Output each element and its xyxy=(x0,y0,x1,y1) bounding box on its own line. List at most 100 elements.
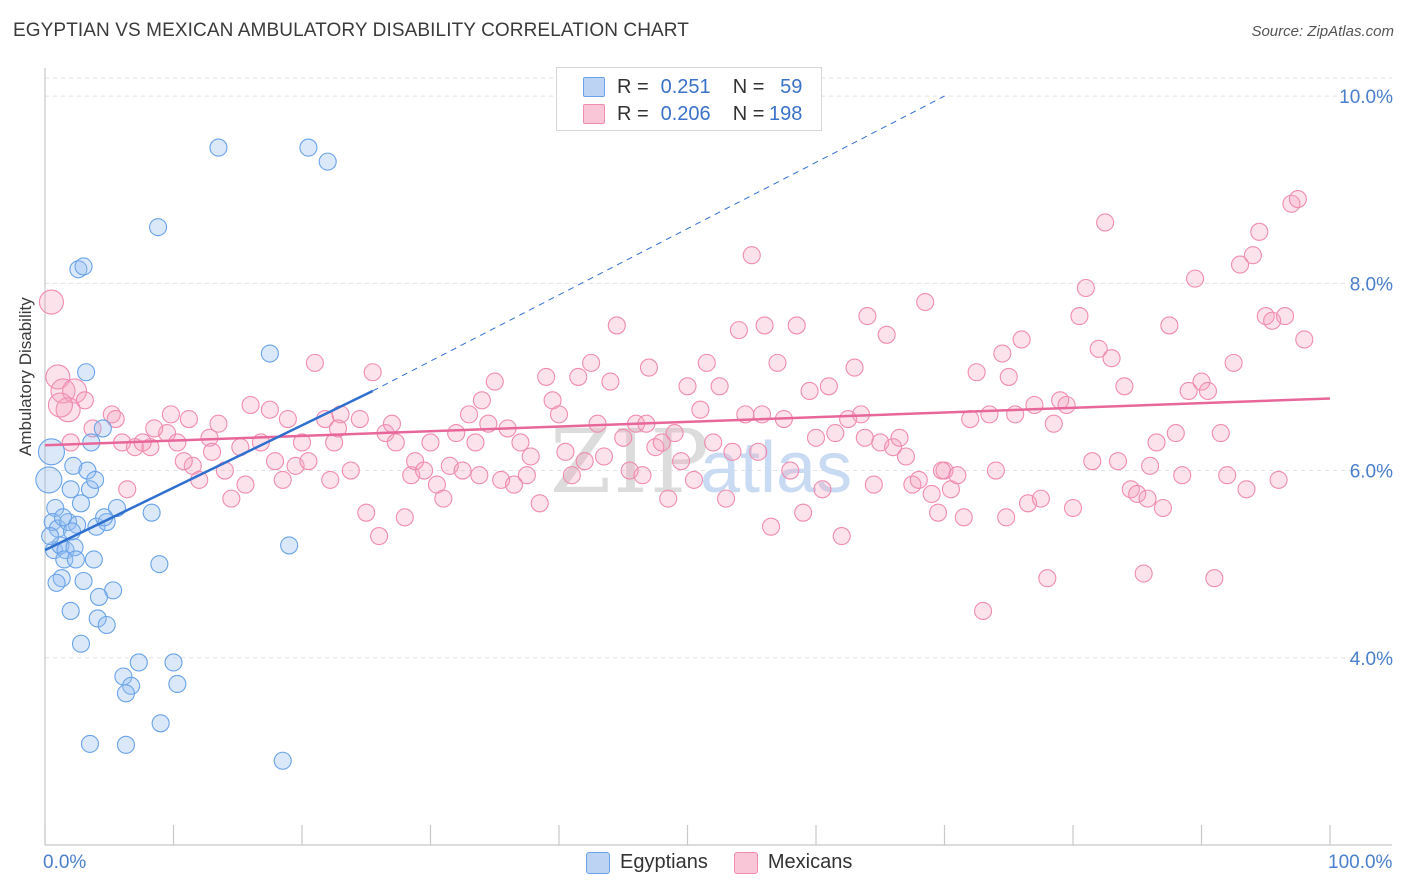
mexican-point xyxy=(1250,222,1269,241)
mexican-point xyxy=(1025,395,1044,415)
mexican-point xyxy=(1108,452,1128,471)
mexican-point xyxy=(1166,424,1185,443)
legend-egyptians-r-label: R = xyxy=(617,75,649,98)
mexican-point xyxy=(691,400,710,419)
mexican-point xyxy=(1192,372,1211,391)
mexican-point xyxy=(562,466,581,485)
series-legend: Egyptians Mexicans xyxy=(586,851,878,874)
egyptian-point xyxy=(149,218,168,237)
mexican-point xyxy=(382,414,402,433)
mexican-point xyxy=(787,316,806,335)
mexican-point xyxy=(864,475,883,494)
egyptian-point xyxy=(35,466,63,494)
mexican-point xyxy=(1256,307,1275,326)
mexican-point xyxy=(278,410,297,429)
mexican-point xyxy=(421,433,440,452)
mexican-point xyxy=(729,321,748,340)
egyptian-trend-extension xyxy=(372,95,945,392)
legend-mexicans-r-label: R = xyxy=(617,102,649,125)
mexican-point xyxy=(174,452,193,471)
egyptian-point xyxy=(61,601,80,621)
mexican-point xyxy=(530,494,549,513)
mexican-point xyxy=(980,405,999,424)
egyptian-trend-line xyxy=(44,389,374,552)
egyptian-point xyxy=(168,674,187,694)
mexican-point xyxy=(453,461,472,480)
mexican-point xyxy=(1282,194,1301,213)
mexican-point xyxy=(1288,190,1307,209)
mexican-point xyxy=(922,484,941,503)
mexican-point xyxy=(537,367,556,386)
mexican-point xyxy=(415,461,434,480)
egyptian-point xyxy=(209,138,228,157)
mexican-point xyxy=(1115,377,1134,396)
x-tick-label-min: 0.0% xyxy=(43,852,87,873)
egyptian-point xyxy=(74,571,93,591)
mexican-point xyxy=(845,358,864,377)
egyptian-point xyxy=(77,363,96,382)
mexican-point xyxy=(168,433,187,452)
mexican-point xyxy=(161,405,180,424)
mexican-point xyxy=(395,508,414,527)
chart-title: EGYPTIAN VS MEXICAN AMBULATORY DISABILIT… xyxy=(13,20,689,41)
mexican-point xyxy=(993,344,1012,363)
mexican-point xyxy=(781,461,800,480)
mexican-point xyxy=(1070,307,1089,326)
mexican-point xyxy=(1179,381,1198,401)
egyptian-point xyxy=(93,419,112,438)
mexican-point xyxy=(1083,452,1102,471)
y-tick-label: 8.0% xyxy=(1350,274,1393,295)
mexican-point xyxy=(646,438,665,457)
mexican-point xyxy=(761,517,781,536)
mexican-point xyxy=(350,410,369,429)
mexican-point xyxy=(179,410,198,429)
mexican-point xyxy=(999,367,1018,386)
mexican-point xyxy=(819,377,838,396)
mexican-point xyxy=(932,461,951,480)
mexican-point xyxy=(47,392,73,418)
mexican-point xyxy=(1038,569,1057,588)
egyptian-point xyxy=(71,634,91,653)
mexican-point xyxy=(884,438,903,457)
mexican-point xyxy=(521,447,540,466)
mexican-point xyxy=(265,452,285,471)
mexican-point xyxy=(341,461,360,480)
mexican-point xyxy=(1231,255,1250,274)
egyptian-point xyxy=(299,138,318,157)
mexican-point xyxy=(1063,498,1083,518)
mexican-point xyxy=(1198,381,1217,401)
mexican-point xyxy=(106,410,125,429)
mexican-point xyxy=(665,424,684,443)
mexican-point xyxy=(582,353,601,372)
mexican-point xyxy=(1147,433,1166,452)
mexican-point xyxy=(1224,353,1243,372)
mexican-point xyxy=(472,391,491,410)
legend-row-egyptians: R = 0.251 N = 59 xyxy=(583,75,802,99)
mexican-point xyxy=(855,428,874,447)
mexican-point xyxy=(260,400,279,419)
chart-source: Source: ZipAtlas.com xyxy=(1251,23,1394,40)
legend-egyptians-swatch xyxy=(586,851,610,874)
legend-egyptians-n-value: 59 xyxy=(780,75,803,98)
mexican-point xyxy=(607,316,626,335)
mexican-point xyxy=(241,395,260,415)
mexican-point xyxy=(997,508,1016,527)
egyptian-point xyxy=(80,734,100,753)
egyptian-point xyxy=(84,550,103,569)
mexican-point xyxy=(954,508,973,527)
mexican-point xyxy=(1275,307,1295,326)
mexican-point xyxy=(1031,489,1050,508)
mexican-point xyxy=(386,433,405,452)
mexican-point xyxy=(470,466,489,485)
mexican-point xyxy=(704,433,723,452)
mexican-point xyxy=(305,353,324,372)
mexican-point xyxy=(569,367,588,386)
mexican-point xyxy=(961,410,980,429)
egyptian-point xyxy=(150,555,169,574)
mexican-point xyxy=(1211,424,1230,443)
mexican-point xyxy=(1138,489,1157,508)
mexican-point xyxy=(1186,269,1205,288)
legend-mexicans-label: Mexicans xyxy=(767,851,853,873)
egyptian-point xyxy=(260,344,279,363)
